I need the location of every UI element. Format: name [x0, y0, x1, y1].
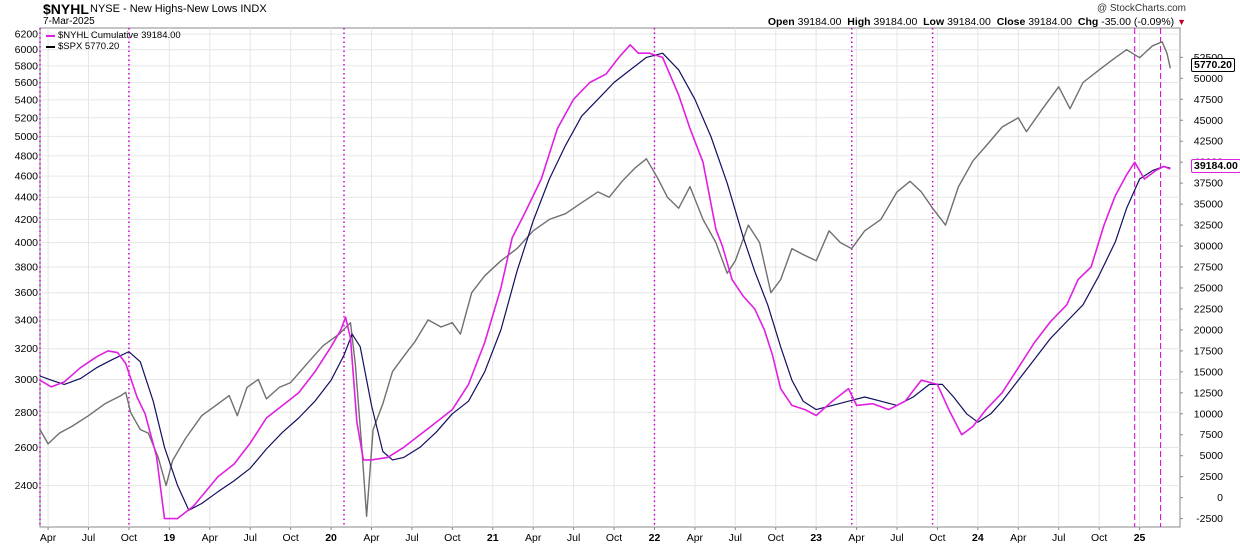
right-tick-label: 42500: [1194, 136, 1223, 148]
legend-nyhl: $NYHL Cumulative 39184.00: [46, 30, 181, 41]
right-tick-label: 15000: [1194, 366, 1223, 378]
left-tick-label: 6200: [15, 29, 39, 41]
x-tick-label: 21: [487, 532, 499, 544]
left-tick-label: 5600: [15, 77, 39, 89]
right-tick-label: 20000: [1194, 324, 1223, 336]
dropdown-triangle-icon[interactable]: ▼: [1177, 17, 1186, 27]
series-nyhl-average-line: [39, 52, 1171, 511]
left-tick-label: 5400: [15, 94, 39, 106]
right-tick-label: 47500: [1194, 94, 1223, 106]
x-tick-label: Oct: [282, 532, 298, 544]
legend-nyhl-swatch: [46, 34, 55, 37]
x-tick-label: Oct: [1091, 532, 1107, 544]
x-tick-label: Apr: [848, 532, 865, 544]
right-tick-label: 12500: [1194, 387, 1223, 399]
left-tick-label: 2400: [15, 480, 39, 492]
series-spx-line: [39, 41, 1171, 517]
left-tick-label: 6000: [15, 44, 39, 56]
plot-area: [39, 27, 1181, 528]
x-tick-label: Apr: [40, 532, 57, 544]
nyhl-last-value-tag: 39184.00: [1191, 159, 1240, 173]
x-tick-label: Jul: [243, 532, 256, 544]
x-tick-label: 20: [325, 532, 337, 544]
right-tick-label: 25000: [1194, 282, 1223, 294]
low-label: Low: [923, 16, 945, 28]
left-tick-label: 4400: [15, 192, 39, 204]
right-tick-label: 2500: [1200, 471, 1224, 483]
x-tick-label: Apr: [202, 532, 219, 544]
legend-nyhl-label: $NYHL Cumulative 39184.00: [58, 30, 181, 41]
x-tick-label: 24: [972, 532, 984, 544]
legend-spx-swatch: [46, 45, 55, 48]
series-nyhl-line: [39, 44, 1171, 520]
stockcharts-credit: @ StockCharts.com: [1096, 3, 1186, 14]
chg-label: Chg: [1077, 16, 1099, 28]
x-tick-label: Apr: [525, 532, 542, 544]
x-tick-label: 19: [164, 532, 176, 544]
left-tick-label: 4200: [15, 214, 39, 226]
right-tick-label: 27500: [1194, 262, 1223, 274]
right-tick-label: 0: [1217, 492, 1223, 504]
right-tick-label: -2500: [1196, 513, 1223, 525]
right-tick-label: 32500: [1194, 220, 1223, 232]
right-tick-label: 35000: [1194, 199, 1223, 211]
right-tick-label: 45000: [1194, 115, 1223, 127]
x-tick-label: Jul: [890, 532, 903, 544]
right-tick-label: 17500: [1194, 345, 1223, 357]
low-value: 39184.00: [947, 16, 991, 28]
x-tick-label: Jul: [729, 532, 742, 544]
left-tick-label: 3800: [15, 261, 39, 273]
legend-spx: $SPX 5770.20: [46, 41, 119, 52]
left-tick-label: 3200: [15, 343, 39, 355]
left-tick-label: 4000: [15, 237, 39, 249]
x-tick-label: 23: [810, 532, 822, 544]
x-tick-label: Jul: [82, 532, 95, 544]
chg-value: -35.00 (-0.09%): [1101, 16, 1175, 28]
x-tick-label: Oct: [606, 532, 622, 544]
left-tick-label: 5200: [15, 112, 39, 124]
right-tick-label: 10000: [1194, 408, 1223, 420]
right-tick-label: 5000: [1200, 450, 1224, 462]
open-value: 39184.00: [797, 16, 842, 28]
x-tick-label: Jul: [1052, 532, 1065, 544]
x-tick-label: Apr: [687, 532, 704, 544]
ohlc-readout: Open 39184.00 High 39184.00 Low 39184.00…: [768, 16, 1186, 28]
x-tick-label: Oct: [121, 532, 137, 544]
x-tick-label: Oct: [929, 532, 945, 544]
x-tick-label: Oct: [768, 532, 784, 544]
left-tick-label: 5000: [15, 131, 39, 143]
right-tick-label: 30000: [1194, 241, 1223, 253]
left-tick-label: 5800: [15, 60, 39, 72]
chart-date: 7-Mar-2025: [43, 16, 95, 27]
left-tick-label: 2800: [15, 407, 39, 419]
close-label: Close: [996, 16, 1026, 28]
x-tick-label: Oct: [444, 532, 460, 544]
right-tick-label: 22500: [1194, 303, 1223, 315]
right-tick-label: 37500: [1194, 178, 1223, 190]
high-value: 39184.00: [873, 16, 918, 28]
left-tick-label: 2600: [15, 442, 39, 454]
x-tick-label: Apr: [1010, 532, 1027, 544]
x-tick-label: Jul: [405, 532, 418, 544]
right-tick-label: 50000: [1194, 73, 1223, 85]
left-tick-label: 3600: [15, 287, 39, 299]
chart-ticker: $NYHL: [43, 1, 89, 17]
legend-spx-label: $SPX 5770.20: [58, 41, 120, 52]
spx-last-value-tag: 5770.20: [1191, 58, 1235, 72]
x-tick-label: 22: [649, 532, 661, 544]
x-tick-label: 25: [1134, 532, 1146, 544]
left-tick-label: 3000: [15, 374, 39, 386]
open-label: Open: [767, 16, 795, 28]
x-tick-label: Apr: [363, 532, 380, 544]
chart-description: NYSE - New Highs-New Lows INDX: [90, 3, 267, 15]
close-value: 39184.00: [1028, 16, 1073, 28]
x-tick-label: Jul: [567, 532, 580, 544]
high-label: High: [847, 16, 871, 28]
left-tick-label: 4800: [15, 150, 39, 162]
left-tick-label: 4600: [15, 171, 39, 183]
right-tick-label: 7500: [1200, 429, 1224, 441]
left-tick-label: 3400: [15, 314, 39, 326]
